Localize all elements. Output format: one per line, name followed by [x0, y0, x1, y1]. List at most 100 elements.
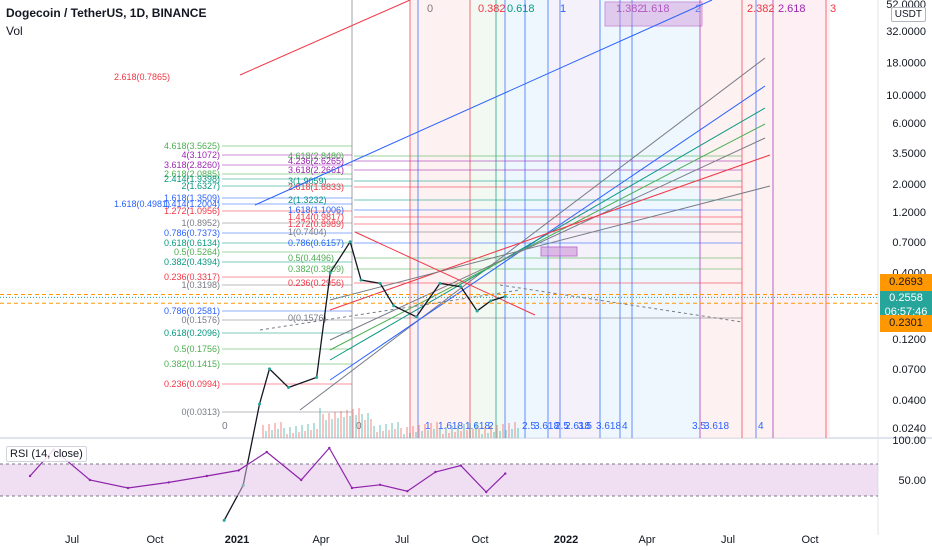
volume-bar: [466, 430, 468, 438]
volume-bar: [274, 423, 276, 438]
volume-bar: [376, 432, 378, 438]
fib-time-bottom-label: 3.618: [534, 421, 559, 432]
fib-level-label-left: 1(0.8952): [181, 218, 220, 228]
price-tick-label: 0.0400: [892, 395, 926, 407]
price-point: [414, 315, 418, 319]
rsi-legend[interactable]: RSI (14, close): [6, 446, 87, 462]
volume-bar: [379, 425, 381, 438]
price-tick-label: 0.7000: [892, 237, 926, 249]
price-tick-label: 52.0000: [886, 0, 926, 11]
volume-bar: [322, 414, 324, 438]
volume-bar: [307, 424, 309, 438]
volume-bar: [460, 431, 462, 438]
volume-bar: [364, 420, 366, 438]
volume-bar: [352, 409, 354, 438]
fib-time-bottom-label: 3.5: [692, 421, 706, 432]
volume-bar: [268, 424, 270, 438]
time-tick-label: Oct: [471, 534, 488, 546]
volume-bar: [415, 432, 417, 438]
fib-level-label-right: 4.236(2.6265): [288, 156, 344, 166]
fib-level-label-left: 2(1.6327): [181, 181, 220, 191]
fib-level-label-left: 0.786(0.7373): [164, 228, 220, 238]
volume-bar: [427, 430, 429, 438]
time-tick-label: Oct: [146, 534, 163, 546]
fib-level-label-right: 0.786(0.6157): [288, 238, 344, 248]
price-point: [287, 385, 291, 389]
volume-bar: [316, 429, 318, 438]
volume-bar: [397, 422, 399, 438]
rsi-point: [300, 478, 303, 482]
fib-level-label-left: 0(0.0313): [181, 407, 220, 417]
price-point: [257, 402, 261, 406]
time-tick-label: Jul: [395, 534, 409, 546]
volume-bar: [313, 423, 315, 438]
price-tick-label: 10.0000: [886, 90, 926, 102]
rsi-tick-label: 50.00: [898, 475, 926, 487]
volume-bar: [331, 419, 333, 438]
fib-time-bottom-label: 3.618: [704, 421, 729, 432]
volume-bar: [487, 433, 489, 438]
current-price: 0.2558: [889, 292, 923, 304]
rsi-point: [484, 490, 488, 494]
fib-time-bottom-label: 1.618: [465, 421, 490, 432]
volume-bar: [280, 422, 282, 438]
symbol-title[interactable]: Dogecoin / TetherUS, 1D, BINANCE: [6, 6, 207, 20]
time-tick-label: Apr: [638, 534, 655, 546]
volume-bar: [289, 427, 291, 438]
fib-time-top-label: 1.382: [616, 3, 644, 15]
fib-time-bottom-label: 2.618: [565, 421, 590, 432]
fib-level-label-left: 0(0.1576): [181, 315, 220, 325]
channel-line: [239, 0, 411, 76]
fib-time-top-label: 0: [427, 3, 433, 15]
volume-bar: [373, 426, 375, 438]
fib-time-top-label: 0.382: [478, 3, 506, 15]
fib-level-label-left: 4(3.1072): [181, 150, 220, 160]
channel-line: [254, 0, 713, 206]
price-tick-label: 0.0700: [892, 364, 926, 376]
volume-bar: [370, 419, 372, 438]
volume-bar: [424, 424, 426, 438]
fib-time-top-label: 2: [695, 3, 701, 15]
volume-bar: [343, 417, 345, 438]
rsi-band: [0, 464, 878, 496]
volume-bar: [505, 430, 507, 438]
lower-price-badge: 0.2301: [880, 315, 932, 332]
fib-level-label-right: 2(1.3232): [288, 195, 327, 205]
volume-bar: [508, 423, 510, 438]
time-tick-label: Jul: [65, 534, 79, 546]
volume-bar: [298, 432, 300, 438]
volume-bar: [391, 423, 393, 438]
fib-level-label-left: 0.382(0.1415): [164, 359, 220, 369]
fib-level-label-left: 1.618(1.3509): [164, 193, 220, 203]
dashed-trend: [259, 289, 521, 331]
upper-price-badge: 0.2693: [880, 274, 932, 291]
fib-level-label-right: 0(0.1576): [288, 313, 327, 323]
fib-level-label-left: 0.618(0.2096): [164, 328, 220, 338]
fib-level-label-left: 2.618(2.0885): [164, 169, 220, 179]
price-point: [328, 271, 332, 275]
fib-time-top-label: 3: [830, 3, 836, 15]
volume-bar: [511, 429, 513, 438]
volume-label[interactable]: Vol: [6, 24, 23, 38]
channel-line: [329, 185, 771, 301]
price-point: [392, 304, 396, 308]
rsi-point: [237, 469, 240, 472]
currency-badge[interactable]: USDT: [890, 7, 926, 22]
rsi-point: [459, 464, 463, 467]
volume-bar: [436, 422, 438, 438]
volume-bar: [439, 428, 441, 438]
fib-time-top-label: 2.382: [747, 3, 775, 15]
volume-bar: [442, 434, 444, 438]
time-zone-band: [550, 0, 600, 438]
volume-bar: [319, 408, 321, 438]
fib-time-bottom-label: 2: [488, 421, 494, 432]
volume-bar: [262, 425, 264, 438]
volume-bar: [367, 413, 369, 438]
rsi-point: [265, 450, 268, 454]
price-point: [459, 285, 463, 289]
fib-time-bottom-label: 1.618: [438, 421, 463, 432]
volume-bar: [445, 427, 447, 438]
volume-bar: [463, 424, 465, 438]
fib-level-label-right: 2.618(1.6833): [288, 182, 344, 192]
